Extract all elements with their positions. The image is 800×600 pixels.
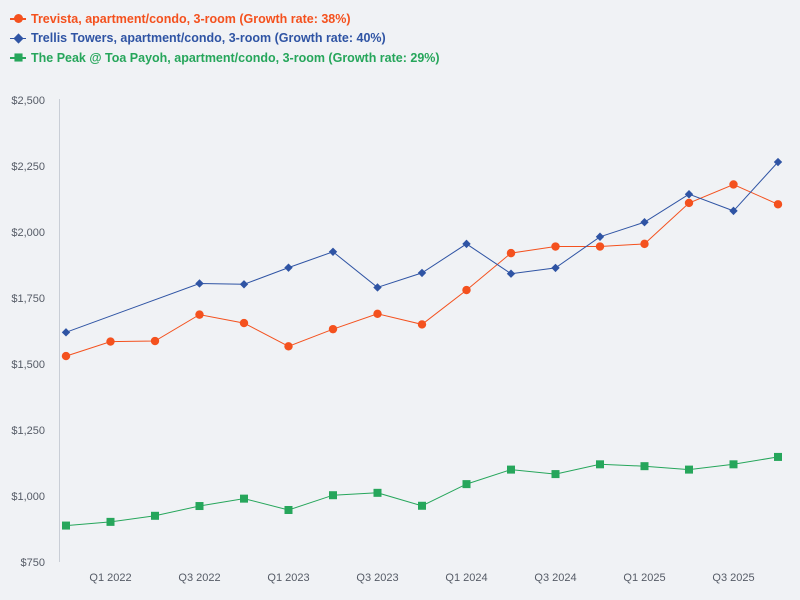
y-tick-label: $1,250 [11, 425, 45, 437]
series-the-peak-toa-payoh-point[interactable] [640, 462, 649, 471]
x-tick-label: Q1 2023 [267, 572, 309, 584]
y-tick-label: $1,500 [11, 359, 45, 371]
series-trevista-point[interactable] [284, 342, 293, 351]
series-the-peak-toa-payoh-point[interactable] [729, 460, 738, 469]
y-tick-label: $2,250 [11, 161, 45, 173]
legend-swatch-diamond-icon [10, 33, 26, 44]
series-the-peak-toa-payoh-point[interactable] [596, 460, 604, 469]
series-the-peak-toa-payoh-point[interactable] [62, 521, 70, 530]
series-the-peak-toa-payoh-point[interactable] [195, 502, 204, 511]
series-trevista-point[interactable] [239, 318, 249, 328]
series-the-peak-toa-payoh-point[interactable] [106, 517, 115, 526]
series-the-peak-toa-payoh-point[interactable] [507, 465, 515, 474]
legend-label-the-peak: The Peak @ Toa Payoh, apartment/condo, 3… [31, 50, 440, 65]
series-the-peak-toa-payoh-point[interactable] [418, 501, 426, 510]
series-trellis-towers-point[interactable] [729, 206, 738, 216]
series-trellis-towers-point[interactable] [595, 232, 605, 241]
series-trevista-point[interactable] [106, 337, 115, 346]
series-trevista-point[interactable] [328, 324, 338, 334]
y-tick-label: $1,000 [11, 491, 45, 503]
series-trellis-towers-point[interactable] [417, 268, 427, 278]
y-tick-label: $2,000 [11, 227, 45, 239]
series-trellis-towers-point[interactable] [640, 218, 649, 227]
series-the-peak-toa-payoh-line [65, 456, 779, 527]
legend-label-trellis-towers: Trellis Towers, apartment/condo, 3-room … [31, 31, 386, 46]
series-the-peak-toa-payoh-point[interactable] [329, 491, 337, 500]
series-trellis-towers-point[interactable] [462, 239, 471, 249]
series-trevista-point[interactable] [373, 309, 382, 319]
x-tick-label: Q1 2022 [89, 572, 131, 584]
series-trellis-towers-point[interactable] [195, 279, 204, 288]
series-trevista-point[interactable] [595, 242, 605, 251]
legend-swatch-square-icon [10, 53, 26, 63]
legend-item-trevista[interactable]: Trevista, apartment/condo, 3-room (Growt… [10, 9, 440, 29]
series-trellis-towers-point[interactable] [239, 280, 249, 289]
chart-legend: Trevista, apartment/condo, 3-room (Growt… [10, 9, 440, 68]
x-tick-label: Q1 2024 [445, 572, 487, 584]
series-the-peak-toa-payoh-point[interactable] [240, 494, 248, 503]
y-axis-labels: $750 $1,000 $1,250 $1,500 $1,750 $2,000 $2,250… [11, 95, 45, 569]
series-trevista-point[interactable] [61, 351, 71, 361]
x-axis-labels: Q1 2022 Q3 2022 Q1 2023 Q3 2023 Q1 2024 Q3 20… [89, 572, 754, 584]
x-tick-label: Q1 2025 [623, 572, 665, 584]
y-tick-label: $1,750 [11, 293, 45, 305]
series-trevista-point[interactable] [150, 336, 160, 346]
series-the-peak-toa-payoh-point[interactable] [551, 470, 560, 479]
series-layer [61, 157, 783, 530]
y-tick-label: $750 [21, 557, 45, 569]
series-trevista-point[interactable] [640, 239, 649, 249]
series-the-peak-toa-payoh-point[interactable] [774, 452, 782, 461]
series-the-peak-toa-payoh-point[interactable] [373, 488, 382, 497]
series-trellis-towers-line [65, 161, 779, 333]
series-trevista-point[interactable] [773, 200, 783, 209]
series-the-peak-toa-payoh [62, 452, 782, 530]
series-the-peak-toa-payoh-point[interactable] [462, 480, 471, 489]
series-trevista-point[interactable] [462, 285, 471, 295]
series-trevista [61, 180, 783, 361]
legend-label-trevista: Trevista, apartment/condo, 3-room (Growt… [31, 11, 351, 26]
x-tick-label: Q3 2024 [534, 572, 576, 584]
series-trevista-point[interactable] [506, 248, 516, 258]
y-tick-label: $2,500 [11, 95, 45, 107]
series-the-peak-toa-payoh-point[interactable] [284, 505, 293, 514]
series-the-peak-toa-payoh-point[interactable] [151, 511, 159, 520]
series-trellis-towers-point[interactable] [284, 263, 293, 272]
x-tick-label: Q3 2025 [712, 572, 754, 584]
series-trellis-towers-point[interactable] [773, 157, 783, 167]
legend-item-the-peak[interactable]: The Peak @ Toa Payoh, apartment/condo, 3… [10, 48, 440, 68]
series-trevista-point[interactable] [684, 198, 694, 208]
series-trellis-towers-point[interactable] [506, 269, 516, 278]
series-trellis-towers-point[interactable] [373, 283, 382, 292]
x-tick-label: Q3 2022 [178, 572, 220, 584]
legend-swatch-circle-icon [10, 14, 26, 24]
series-trellis-towers-point[interactable] [684, 190, 694, 199]
legend-item-trellis-towers[interactable]: Trellis Towers, apartment/condo, 3-room … [10, 29, 440, 49]
x-tick-label: Q3 2023 [356, 572, 398, 584]
series-the-peak-toa-payoh-point[interactable] [685, 465, 693, 474]
series-trellis-towers-point[interactable] [551, 263, 560, 273]
series-trellis-towers-point[interactable] [328, 247, 338, 256]
series-trevista-point[interactable] [195, 310, 204, 319]
series-trevista-point[interactable] [551, 242, 560, 251]
series-trellis-towers [61, 157, 783, 337]
series-trellis-towers-point[interactable] [61, 328, 71, 337]
series-trevista-point[interactable] [417, 320, 427, 329]
series-trevista-point[interactable] [729, 180, 738, 189]
